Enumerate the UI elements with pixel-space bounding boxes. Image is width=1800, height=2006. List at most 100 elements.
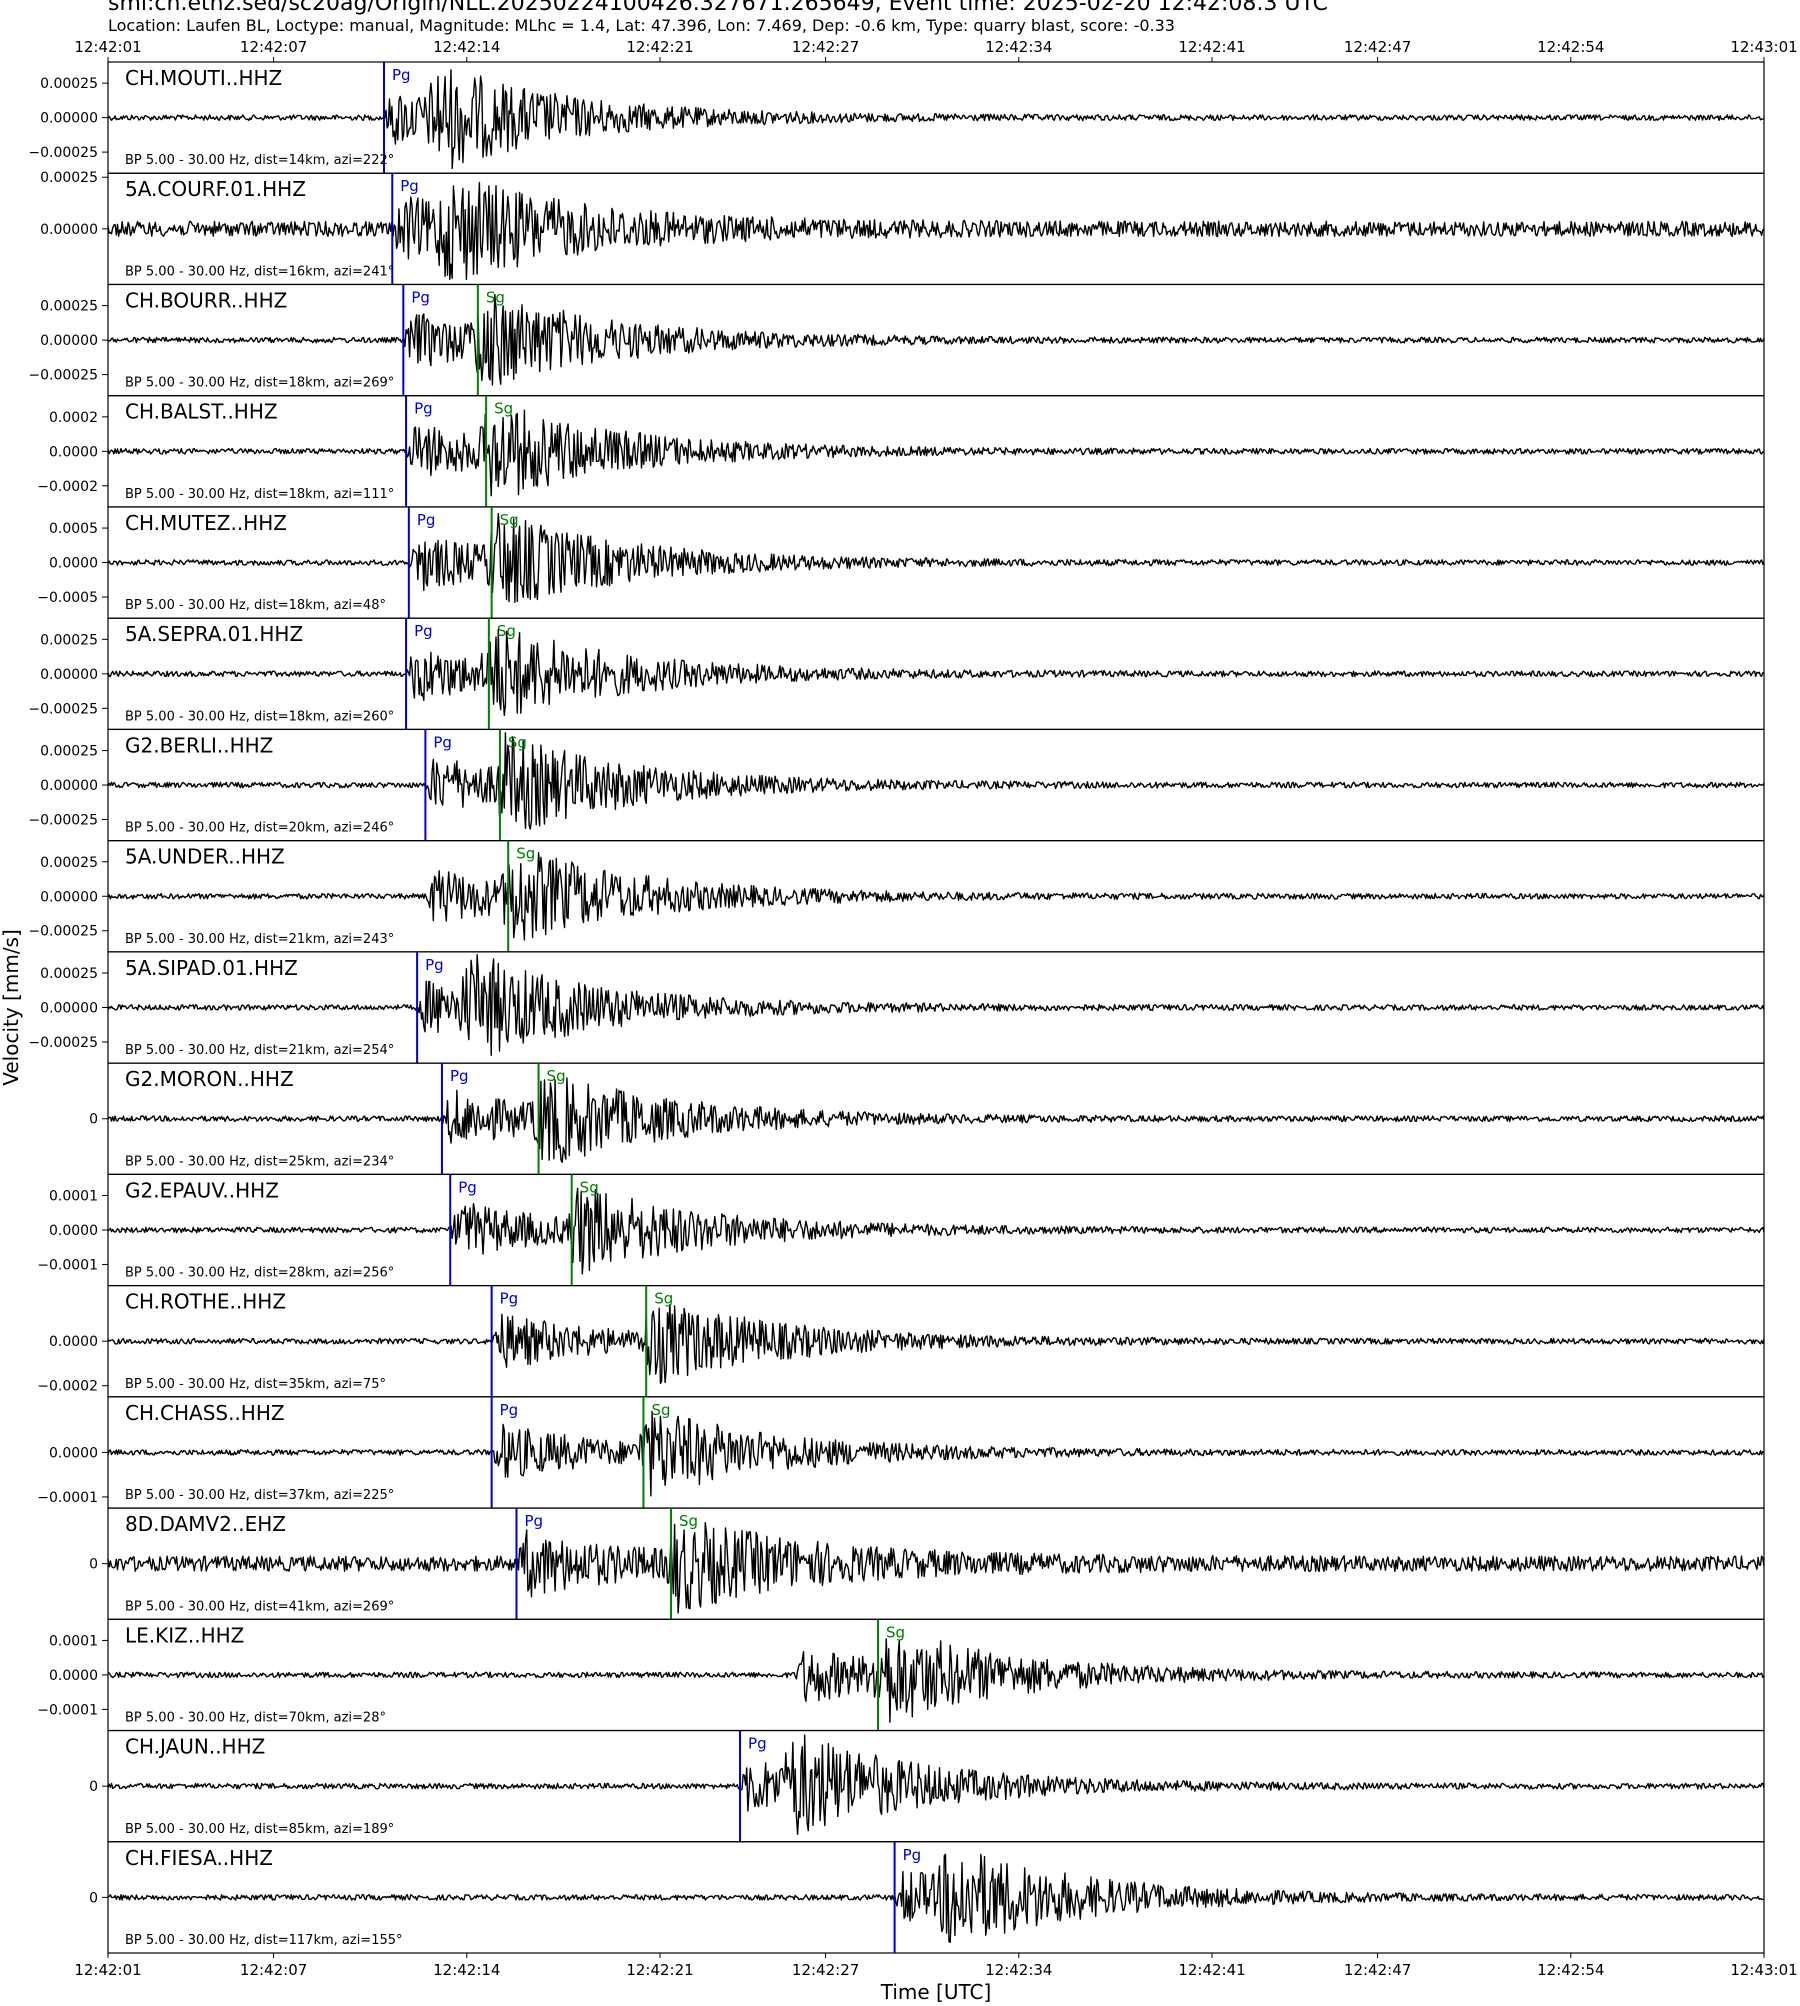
y-tick-label: 0.0001 <box>49 1633 98 1649</box>
x-tick-label-bottom: 12:42:41 <box>1178 1961 1245 1979</box>
panel-info-label: BP 5.00 - 30.00 Hz, dist=21km, azi=243° <box>125 932 394 947</box>
y-tick-label: −0.00025 <box>28 924 98 940</box>
x-tick-label-top: 12:43:01 <box>1730 38 1797 56</box>
x-tick-label-bottom: 12:42:14 <box>433 1961 500 1979</box>
y-tick-label: −0.0001 <box>37 1702 98 1718</box>
panel-info-label: BP 5.00 - 30.00 Hz, dist=41km, azi=269° <box>125 1599 394 1614</box>
waveform-trace <box>107 628 1765 716</box>
station-label: 8D.DAMV2..EHZ <box>125 1512 286 1536</box>
sg-pick-label: Sg <box>508 733 527 751</box>
pg-pick-label: Pg <box>425 956 444 974</box>
x-axis-title: Time [UTC] <box>880 1980 992 2004</box>
y-tick-label: 0.00000 <box>40 333 98 349</box>
x-tick-label-bottom: 12:42:34 <box>985 1961 1052 1979</box>
y-tick-label: 0.0005 <box>49 521 98 537</box>
y-tick-label: 0.00025 <box>40 299 98 315</box>
panel-info-label: BP 5.00 - 30.00 Hz, dist=21km, azi=254° <box>125 1043 394 1058</box>
x-tick-label-bottom: 12:42:54 <box>1537 1961 1604 1979</box>
y-tick-label: 0.00000 <box>40 778 98 794</box>
y-tick-label: 0.00025 <box>40 744 98 760</box>
station-label: G2.MORON..HHZ <box>125 1067 294 1091</box>
y-tick-label: 0.00000 <box>40 889 98 905</box>
station-label: LE.KIZ..HHZ <box>125 1623 244 1647</box>
y-tick-label: 0.00025 <box>40 632 98 648</box>
panel-info-label: BP 5.00 - 30.00 Hz, dist=20km, azi=246° <box>125 821 394 836</box>
station-label: 5A.SIPAD.01.HHZ <box>125 956 298 980</box>
station-label: CH.BALST..HHZ <box>125 400 278 424</box>
x-tick-label-top: 12:42:21 <box>626 38 693 56</box>
station-label: G2.EPAUV..HHZ <box>125 1178 279 1202</box>
sg-pick-label: Sg <box>580 1178 599 1196</box>
y-tick-label: 0.0000 <box>49 1445 98 1461</box>
y-tick-label: 0 <box>89 1557 98 1573</box>
x-tick-label-top: 12:42:54 <box>1537 38 1604 56</box>
station-label: CH.FIESA..HHZ <box>125 1846 273 1870</box>
y-tick-label: 0.0000 <box>49 1223 98 1239</box>
waveform-trace <box>107 1638 1765 1723</box>
y-tick-label: 0 <box>89 1779 98 1795</box>
pg-pick-label: Pg <box>500 1290 519 1308</box>
pg-pick-label: Pg <box>458 1178 477 1196</box>
station-label: CH.ROTHE..HHZ <box>125 1290 286 1314</box>
waveform-trace <box>107 954 1765 1056</box>
pg-pick-label: Pg <box>392 66 411 84</box>
waveform-trace <box>107 1410 1765 1497</box>
figure-subtitle: Location: Laufen BL, Loctype: manual, Ma… <box>108 16 1175 35</box>
panel-info-label: BP 5.00 - 30.00 Hz, dist=37km, azi=225° <box>125 1488 394 1503</box>
y-tick-label: 0.00025 <box>40 76 98 92</box>
sg-pick-label: Sg <box>500 511 519 529</box>
sg-pick-label: Sg <box>886 1623 905 1641</box>
y-tick-label: −0.0002 <box>37 1379 98 1395</box>
waveform-trace <box>107 1734 1765 1835</box>
x-tick-label-top: 12:42:41 <box>1178 38 1245 56</box>
x-tick-label-bottom: 12:42:01 <box>74 1961 141 1979</box>
station-label: 5A.SEPRA.01.HHZ <box>125 622 303 646</box>
panel-info-label: BP 5.00 - 30.00 Hz, dist=35km, azi=75° <box>125 1377 386 1392</box>
y-tick-label: 0.0001 <box>49 1188 98 1204</box>
pg-pick-label: Pg <box>903 1846 922 1864</box>
waveform-trace <box>107 513 1765 603</box>
panel-info-label: BP 5.00 - 30.00 Hz, dist=18km, azi=111° <box>125 487 394 502</box>
waveform-trace <box>107 409 1765 497</box>
x-tick-label-bottom: 12:42:21 <box>626 1961 693 1979</box>
y-tick-label: −0.0002 <box>37 479 98 495</box>
sg-pick-label: Sg <box>654 1290 673 1308</box>
pg-pick-label: Pg <box>500 1401 519 1419</box>
waveform-trace <box>107 181 1765 281</box>
y-tick-label: 0.00000 <box>40 111 98 127</box>
panel-info-label: BP 5.00 - 30.00 Hz, dist=14km, azi=222° <box>125 153 394 168</box>
sg-pick-label: Sg <box>497 622 516 640</box>
y-tick-label: −0.0005 <box>37 590 98 606</box>
panel-info-label: BP 5.00 - 30.00 Hz, dist=85km, azi=189° <box>125 1822 394 1837</box>
x-tick-label-bottom: 12:42:27 <box>792 1961 859 1979</box>
station-label: CH.CHASS..HHZ <box>125 1401 285 1425</box>
pg-pick-label: Pg <box>414 400 433 418</box>
y-tick-label: −0.00025 <box>28 1035 98 1051</box>
station-label: CH.BOURR..HHZ <box>125 288 287 312</box>
pg-pick-label: Pg <box>433 733 452 751</box>
x-tick-label-bottom: 12:42:47 <box>1344 1961 1411 1979</box>
y-tick-label: 0.00000 <box>40 667 98 683</box>
sg-pick-label: Sg <box>547 1067 566 1085</box>
y-axis-title: Velocity [mm/s] <box>0 929 23 1086</box>
station-label: 5A.COURF.01.HHZ <box>125 177 306 201</box>
pg-pick-label: Pg <box>400 177 419 195</box>
y-tick-label: 0.0000 <box>49 1668 98 1684</box>
x-tick-label-top: 12:42:01 <box>74 38 141 56</box>
x-tick-label-top: 12:42:27 <box>792 38 859 56</box>
waveform-trace <box>107 293 1765 386</box>
pg-pick-label: Pg <box>524 1512 543 1530</box>
y-tick-label: 0.0000 <box>49 1334 98 1350</box>
x-tick-label-top: 12:42:34 <box>985 38 1052 56</box>
pg-pick-label: Pg <box>450 1067 469 1085</box>
panel-info-label: BP 5.00 - 30.00 Hz, dist=18km, azi=48° <box>125 598 386 613</box>
y-tick-label: −0.0001 <box>37 1257 98 1273</box>
y-tick-label: 0.00000 <box>40 222 98 238</box>
sg-pick-label: Sg <box>486 288 505 306</box>
y-tick-label: 0.0000 <box>49 556 98 572</box>
pg-pick-label: Pg <box>748 1735 767 1753</box>
waveform-trace <box>107 1853 1764 1943</box>
y-tick-label: −0.00025 <box>28 813 98 829</box>
y-tick-label: −0.0001 <box>37 1490 98 1506</box>
